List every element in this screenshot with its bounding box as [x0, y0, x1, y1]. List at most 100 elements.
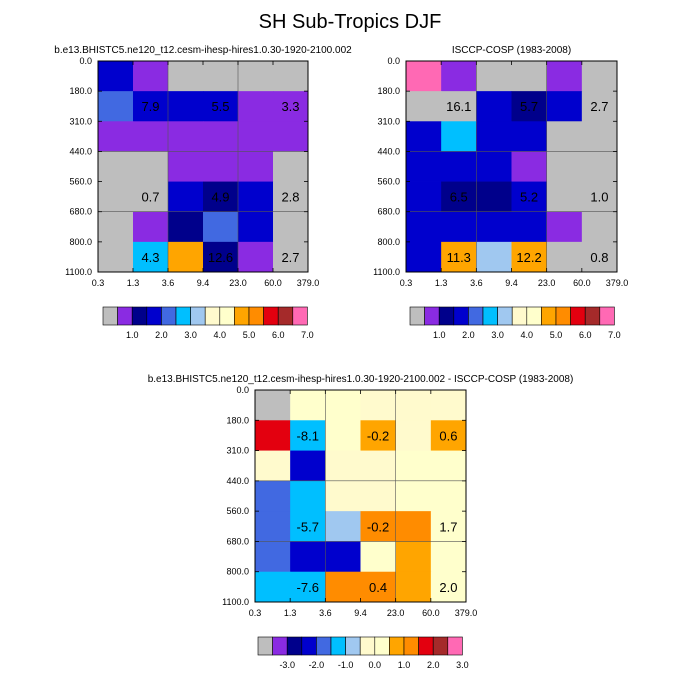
heatmap-cell — [133, 181, 169, 213]
colorbar-swatch — [453, 306, 469, 326]
summary-value: 3.3 — [281, 99, 299, 114]
y-tick-label: 0.0 — [236, 385, 249, 395]
heatmap-cell — [581, 121, 618, 152]
heatmap-cell — [273, 61, 309, 92]
colorbar-swatch — [175, 306, 191, 326]
colorbar-swatch — [330, 636, 346, 656]
heatmap-cell — [406, 241, 442, 273]
heatmap-cell — [255, 420, 291, 451]
summary-value: 5.2 — [520, 190, 538, 205]
heatmap-cell — [441, 121, 477, 152]
heatmap-cell — [255, 571, 291, 603]
heatmap-cell — [133, 91, 169, 122]
colorbar-swatch — [424, 306, 440, 326]
heatmap-cell — [133, 151, 169, 182]
colorbar-swatch — [263, 306, 279, 326]
heatmap-cell — [511, 241, 548, 273]
heatmap-cell — [441, 91, 477, 122]
colorbar-label: 3.0 — [184, 330, 197, 340]
heatmap-cell — [133, 121, 169, 152]
heatmap-cell — [395, 450, 432, 482]
panel-3: b.e13.BHISTC5.ne120_t12.cesm-ihesp-hires… — [148, 374, 574, 670]
heatmap-cell — [395, 541, 432, 573]
heatmap-cell — [325, 390, 361, 421]
heatmap-cell — [325, 480, 361, 512]
heatmap-cell — [360, 571, 397, 603]
heatmap-cell — [203, 241, 239, 273]
heatmap-cell — [441, 181, 477, 213]
colorbar-swatch — [277, 306, 294, 326]
heatmap-cell — [511, 61, 548, 92]
x-tick-label: 23.0 — [229, 278, 247, 288]
colorbar: -3.0 -2.0 -1.0 0.0 1.0 2.0 3.0 — [257, 636, 469, 670]
heatmap-cell — [168, 61, 204, 92]
heatmap-cell — [203, 211, 239, 243]
x-tick-label: 379.0 — [606, 278, 629, 288]
summary-value: 4.3 — [141, 250, 159, 265]
colorbar-swatch — [161, 306, 177, 326]
colorbar-swatch — [584, 306, 601, 326]
heatmap-cell — [430, 571, 467, 603]
heatmap-cell — [238, 61, 274, 92]
heatmap-cell — [511, 181, 548, 213]
heatmap-cell — [395, 480, 432, 512]
heatmap-cell — [430, 420, 467, 451]
y-tick-label: 0.0 — [387, 56, 400, 66]
heatmap-cell — [581, 61, 618, 92]
heatmap-cell — [406, 151, 442, 182]
heatmap-cell — [511, 151, 548, 182]
y-tick-label: 800.0 — [377, 237, 400, 247]
colorbar-label: -3.0 — [279, 660, 295, 670]
colorbar-swatch — [234, 306, 250, 326]
colorbar-swatch — [526, 306, 542, 326]
y-tick-label: 180.0 — [377, 86, 400, 96]
heatmap-cell — [325, 571, 361, 603]
x-tick-label: 3.6 — [319, 608, 332, 618]
colorbar-label: 5.0 — [243, 330, 256, 340]
heatmap-cell — [395, 390, 432, 421]
heatmap-cell — [476, 91, 512, 122]
x-tick-label: 9.4 — [354, 608, 367, 618]
summary-value: 6.5 — [450, 190, 468, 205]
summary-value: 0.8 — [590, 250, 608, 265]
heatmap-cell — [203, 61, 239, 92]
colorbar-swatch — [272, 636, 288, 656]
heatmap-cell — [441, 61, 477, 92]
heatmap-cell — [238, 91, 274, 122]
heatmap-cell — [98, 211, 134, 243]
colorbar-swatch — [468, 306, 484, 326]
heatmap-cell — [238, 181, 274, 213]
heatmap-cell — [98, 241, 134, 273]
colorbar-label: -2.0 — [309, 660, 325, 670]
colorbar-label: 1.0 — [398, 660, 411, 670]
colorbar-swatch — [257, 636, 273, 656]
heatmap-cell — [98, 61, 134, 92]
y-tick-label: 560.0 — [377, 177, 400, 187]
heatmap-cell — [168, 241, 204, 273]
heatmap-cell — [360, 450, 397, 482]
colorbar-swatch — [403, 636, 419, 656]
heatmap-cell — [406, 181, 442, 213]
heatmap-cell — [360, 420, 397, 451]
heatmap-cell — [168, 181, 204, 213]
summary-value: 4.9 — [211, 190, 229, 205]
heatmap-cell — [441, 151, 477, 182]
heatmap-cell — [511, 121, 548, 152]
heatmap-cell — [546, 211, 583, 243]
heatmap-cell — [441, 241, 477, 273]
panel-title: b.e13.BHISTC5.ne120_t12.cesm-ihesp-hires… — [54, 45, 352, 56]
summary-value: -0.2 — [367, 519, 389, 534]
colorbar-swatch — [248, 306, 264, 326]
heatmap-cell — [133, 211, 169, 243]
heatmap-cell — [360, 390, 397, 421]
x-tick-label: 0.3 — [92, 278, 105, 288]
x-tick-label: 60.0 — [573, 278, 591, 288]
summary-value: -7.6 — [297, 580, 319, 595]
panel-title: ISCCP-COSP (1983-2008) — [452, 45, 571, 56]
colorbar-swatch — [570, 306, 586, 326]
colorbar-swatch — [432, 636, 449, 656]
summary-value: 5.7 — [520, 99, 538, 114]
summary-value: 1.0 — [590, 190, 608, 205]
heatmap-cell — [255, 480, 291, 512]
